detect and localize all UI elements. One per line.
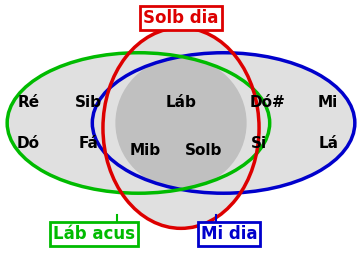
Text: Mib: Mib — [130, 143, 161, 158]
Ellipse shape — [7, 53, 270, 193]
Text: Si: Si — [251, 136, 267, 151]
Text: Mi dia: Mi dia — [201, 225, 257, 243]
Text: Láb: Láb — [165, 95, 197, 110]
Text: Dó: Dó — [17, 136, 40, 151]
Text: Mi: Mi — [318, 95, 338, 110]
Ellipse shape — [92, 53, 355, 193]
Text: Láb acus: Láb acus — [53, 225, 135, 243]
Text: Solb dia: Solb dia — [143, 9, 219, 27]
Text: Solb: Solb — [185, 143, 223, 158]
Text: Dó#: Dó# — [250, 95, 286, 110]
Text: Sib: Sib — [75, 95, 102, 110]
Ellipse shape — [115, 58, 247, 188]
Text: Ré: Ré — [17, 95, 39, 110]
Ellipse shape — [103, 28, 259, 228]
Text: Lá: Lá — [318, 136, 338, 151]
Text: Fá: Fá — [79, 136, 99, 151]
